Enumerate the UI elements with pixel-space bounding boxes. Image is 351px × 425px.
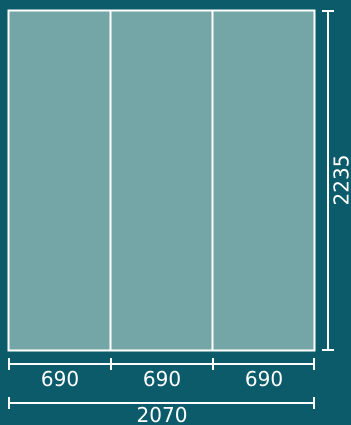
- panel-frame: [7, 9, 316, 352]
- total-width-label: 2070: [137, 403, 188, 425]
- height-label: 2235: [330, 155, 351, 206]
- panel-width-label-2: 690: [143, 367, 181, 391]
- panel-width-label-1: 690: [41, 367, 79, 391]
- panel-width-dimension: 690 690 690: [8, 358, 315, 391]
- total-width-dimension: 2070: [8, 397, 315, 425]
- panel-width-label-3: 690: [245, 367, 283, 391]
- height-dimension: 2235: [322, 10, 351, 351]
